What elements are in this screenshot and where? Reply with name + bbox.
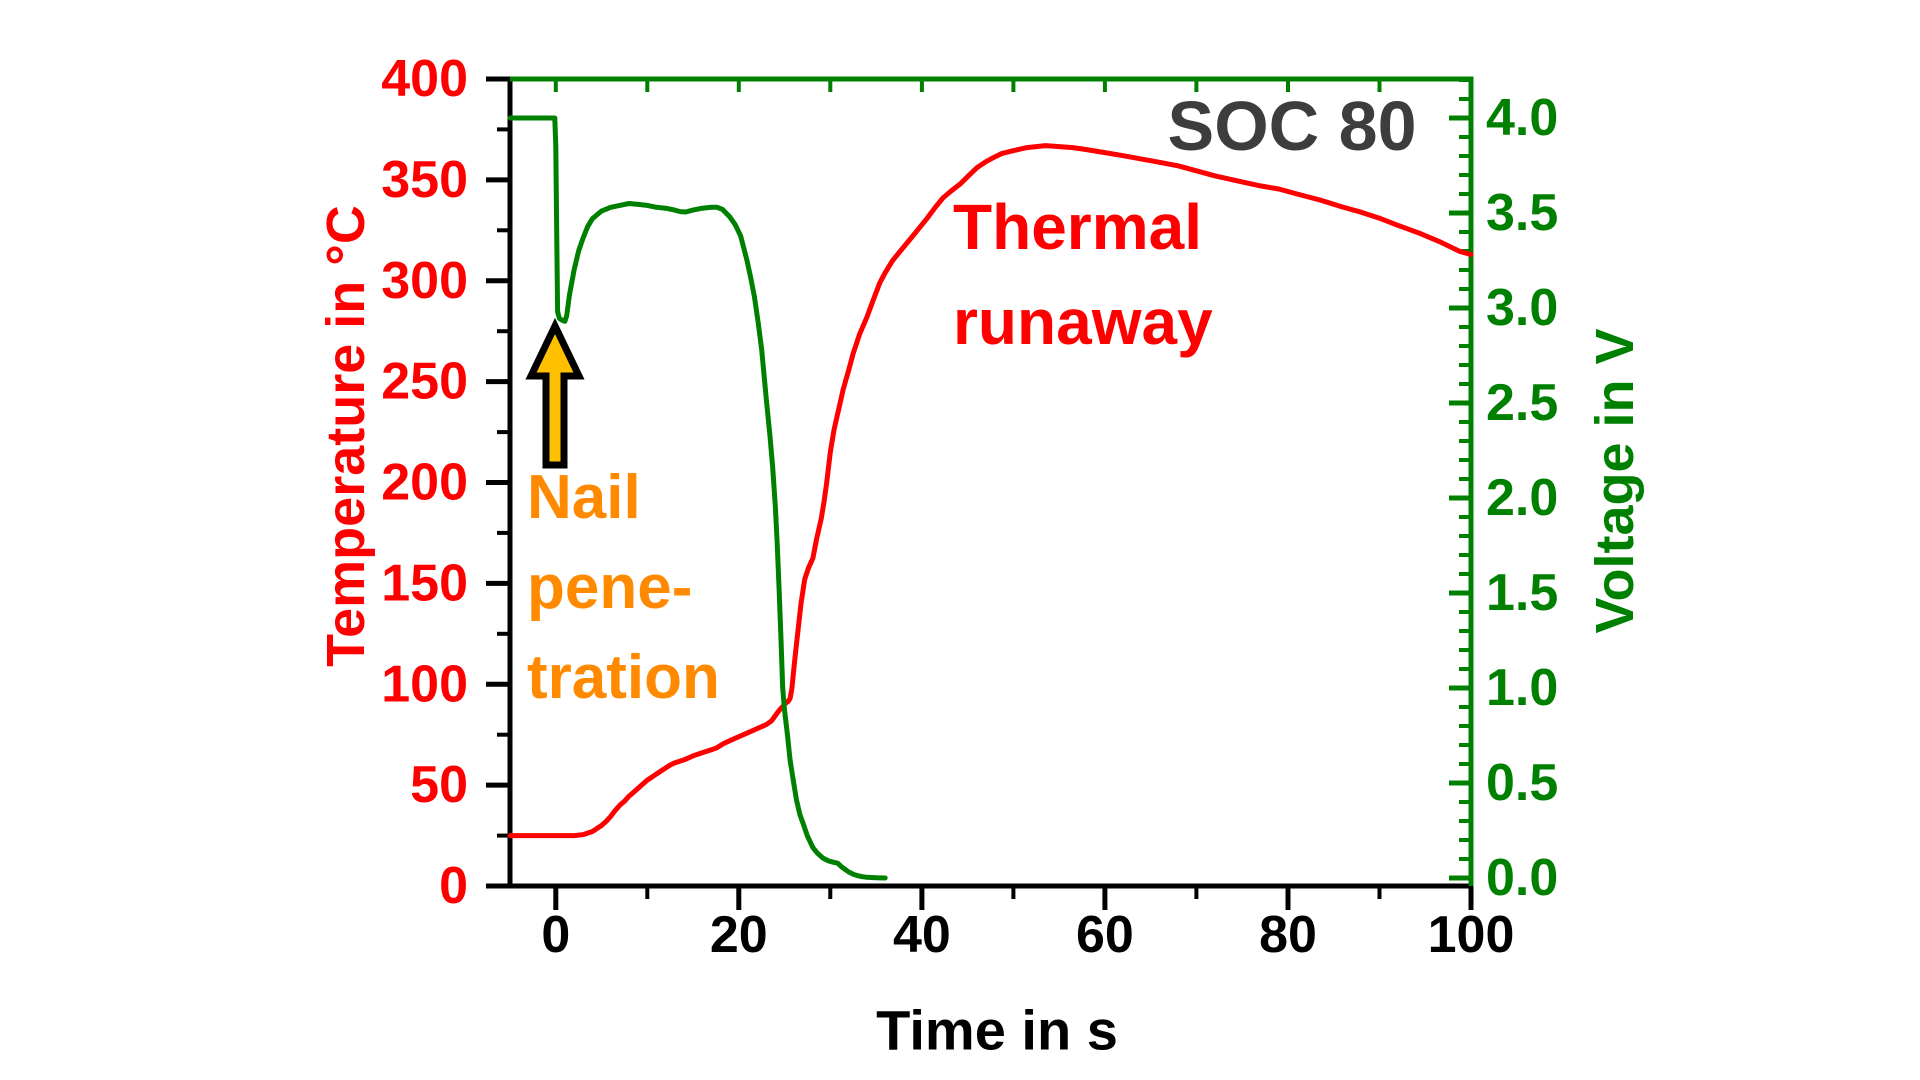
volt-tick-label: 3.0 xyxy=(1486,279,1558,337)
x-tick-label: 20 xyxy=(710,906,768,964)
nail-penetration-label: Nail pene- tration xyxy=(527,453,720,723)
volt-tick-label: 3.5 xyxy=(1486,184,1558,242)
temp-tick-label: 350 xyxy=(381,151,468,209)
nail-penetration-line2: pene- xyxy=(527,553,693,622)
temperature-axis-title: Temperature in °C xyxy=(316,205,376,667)
volt-tick-label: 4.0 xyxy=(1486,89,1558,147)
x-tick-label: 80 xyxy=(1259,906,1317,964)
x-tick-label: 60 xyxy=(1076,906,1134,964)
volt-tick-label: 2.5 xyxy=(1486,374,1558,432)
volt-tick-label: 1.5 xyxy=(1486,564,1558,622)
temp-tick-label: 250 xyxy=(381,353,468,411)
x-tick-label: 40 xyxy=(893,906,951,964)
temperature-curve xyxy=(507,143,1474,839)
volt-tick-label: 0.5 xyxy=(1486,754,1558,812)
nail-arrow-icon xyxy=(525,317,585,469)
volt-tick-label: 2.0 xyxy=(1486,469,1558,527)
soc-label: SOC 80 xyxy=(1167,87,1417,165)
x-tick-label: 0 xyxy=(541,906,570,964)
thermal-runaway-line2: runaway xyxy=(953,286,1213,358)
time-axis-title: Time in s xyxy=(876,998,1118,1062)
thermal-runaway-label: Thermal runaway xyxy=(953,180,1213,370)
temp-tick-label: 200 xyxy=(381,454,468,512)
temp-tick-label: 0 xyxy=(439,857,468,915)
voltage-axis-title: Voltage in V xyxy=(1585,328,1645,634)
temp-tick-label: 100 xyxy=(381,655,468,713)
voltage-curve xyxy=(507,115,888,881)
temp-tick-label: 150 xyxy=(381,554,468,612)
temp-tick-label: 50 xyxy=(410,756,468,814)
x-tick-label: 100 xyxy=(1428,906,1515,964)
volt-tick-label: 0.0 xyxy=(1486,849,1558,907)
nail-penetration-line3: tration xyxy=(527,643,720,712)
thermal-runaway-line1: Thermal xyxy=(953,191,1202,263)
temp-tick-label: 400 xyxy=(381,50,468,108)
temp-tick-label: 300 xyxy=(381,252,468,310)
volt-tick-label: 1.0 xyxy=(1486,659,1558,717)
nail-penetration-line1: Nail xyxy=(527,463,641,532)
